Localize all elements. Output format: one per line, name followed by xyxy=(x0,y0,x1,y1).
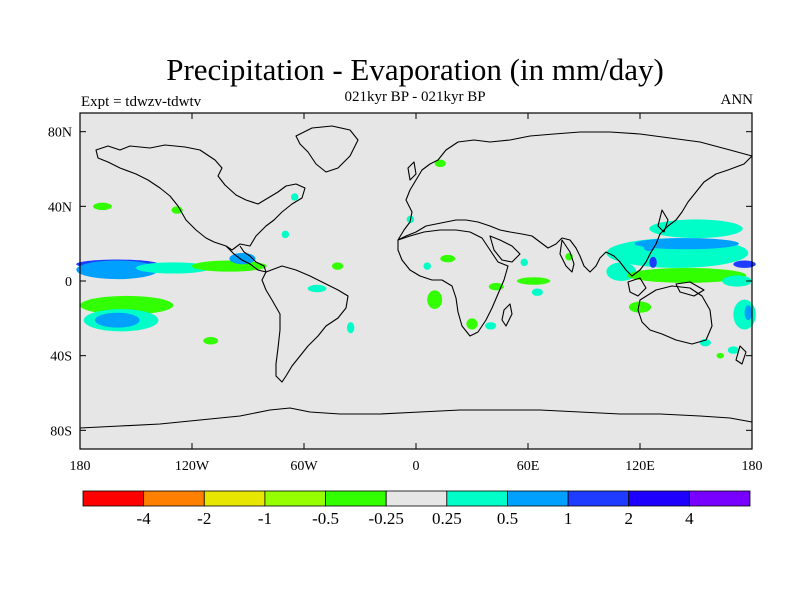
anomaly-patch xyxy=(80,295,174,315)
colorbar-box xyxy=(688,490,751,507)
anomaly-patch xyxy=(93,202,112,211)
colorbar: -4 -2 -1 -0.5 -0.25 0.25 0.5 1 2 4 xyxy=(82,490,751,528)
coastline-greenland xyxy=(295,125,359,173)
y-tick-label: 80S xyxy=(50,424,72,439)
colorbar-label: 2 xyxy=(624,509,633,528)
coastline-new-zealand xyxy=(735,345,747,365)
coastline-africa xyxy=(397,229,509,337)
coastline-south-america xyxy=(261,265,349,383)
experiment-label: Expt = tdwzv-tdwtv xyxy=(81,94,202,110)
anomaly-patch xyxy=(628,301,652,313)
map-background xyxy=(80,113,752,449)
anomaly-patch xyxy=(649,256,657,268)
plot-subtitle: 021kyr BP - 021kyr BP xyxy=(344,89,486,105)
y-tick-label: 40N xyxy=(48,200,72,215)
anomaly-patch xyxy=(290,193,299,201)
anomaly-patch xyxy=(94,312,140,328)
colorbar-box xyxy=(325,490,387,507)
anomaly-patch xyxy=(716,352,724,359)
anomaly-patch xyxy=(76,260,159,280)
coastline-borneo xyxy=(627,277,647,297)
anomaly-patch xyxy=(733,260,756,268)
plot-title: Precipitation - Evaporation (in mm/day) xyxy=(166,52,664,87)
x-tick-label: 120E xyxy=(625,459,655,474)
coastline-india xyxy=(559,239,575,273)
x-tick-label: 60E xyxy=(517,459,540,474)
x-tick-label: 0 xyxy=(413,459,420,474)
coastline-japan xyxy=(657,209,669,233)
colorbar-box xyxy=(143,490,205,507)
anomaly-patch xyxy=(307,284,327,293)
colorbar-box xyxy=(628,490,690,507)
anomaly-patch xyxy=(531,288,543,296)
anomaly-patch xyxy=(466,318,478,330)
coastline-arabia xyxy=(489,235,521,263)
colorbar-label: 0.5 xyxy=(497,509,518,528)
anomaly-patch xyxy=(643,243,655,252)
anomaly-patch xyxy=(727,346,739,354)
coastline-madagascar xyxy=(501,303,513,327)
colorbar-box xyxy=(385,490,448,507)
x-tick-label: 60W xyxy=(290,459,318,474)
coastlines xyxy=(79,125,753,429)
y-tick-label: 80N xyxy=(48,126,72,141)
anomaly-patch xyxy=(136,262,211,274)
x-tick-label: 120W xyxy=(175,459,210,474)
colorbar-label: 0.25 xyxy=(432,509,462,528)
anomaly-patch xyxy=(203,337,219,345)
colorbar-label: -2 xyxy=(197,509,211,528)
x-tick-label: 180 xyxy=(70,459,91,474)
anomaly-patch xyxy=(722,275,752,287)
colorbar-box xyxy=(507,490,569,507)
coastline-uk xyxy=(407,161,417,181)
anomaly-patch xyxy=(516,277,551,285)
anomaly-patch xyxy=(649,219,743,239)
anomaly-patch xyxy=(634,238,739,250)
anomaly-patch xyxy=(427,290,443,309)
coastline-new-guinea xyxy=(675,281,705,297)
colorbar-label: 1 xyxy=(564,509,573,528)
colorbar-label: -0.25 xyxy=(368,509,403,528)
anomaly-layer xyxy=(76,159,756,359)
colorbar-box xyxy=(264,490,326,507)
map-panel xyxy=(76,112,756,450)
colorbar-label: 4 xyxy=(685,509,694,528)
anomaly-patch xyxy=(281,230,290,239)
x-tick-label: 180 xyxy=(742,459,763,474)
coastline-antarctica xyxy=(79,407,753,429)
colorbar-box xyxy=(203,490,266,507)
y-tick-label: 0 xyxy=(65,275,72,290)
colorbar-label: -0.5 xyxy=(312,509,339,528)
anomaly-patch xyxy=(229,253,256,265)
colorbar-box xyxy=(567,490,630,507)
anomaly-patch xyxy=(346,322,355,334)
anomaly-patch xyxy=(440,254,456,263)
anomaly-patch xyxy=(744,305,752,321)
y-tick-label: 40S xyxy=(50,350,72,365)
season-label: ANN xyxy=(720,92,754,108)
colorbar-label: -1 xyxy=(258,509,272,528)
colorbar-box xyxy=(82,490,145,507)
map-axes: 180 120W 60W 0 60E 120E 180 80N 40N 0 40S 80S xyxy=(48,113,763,474)
colorbar-box xyxy=(446,490,508,507)
colorbar-label: -4 xyxy=(137,509,152,528)
anomaly-patch xyxy=(520,258,528,267)
coastline-north-america xyxy=(95,144,306,251)
anomaly-patch xyxy=(332,262,344,270)
anomaly-patch xyxy=(626,267,747,283)
anomaly-patch xyxy=(171,206,183,214)
anomaly-patch xyxy=(423,262,431,270)
coastline-australia xyxy=(637,285,713,345)
coastline-eurasia xyxy=(397,131,753,277)
anomaly-patch xyxy=(434,159,446,168)
anomaly-patch xyxy=(485,322,497,330)
